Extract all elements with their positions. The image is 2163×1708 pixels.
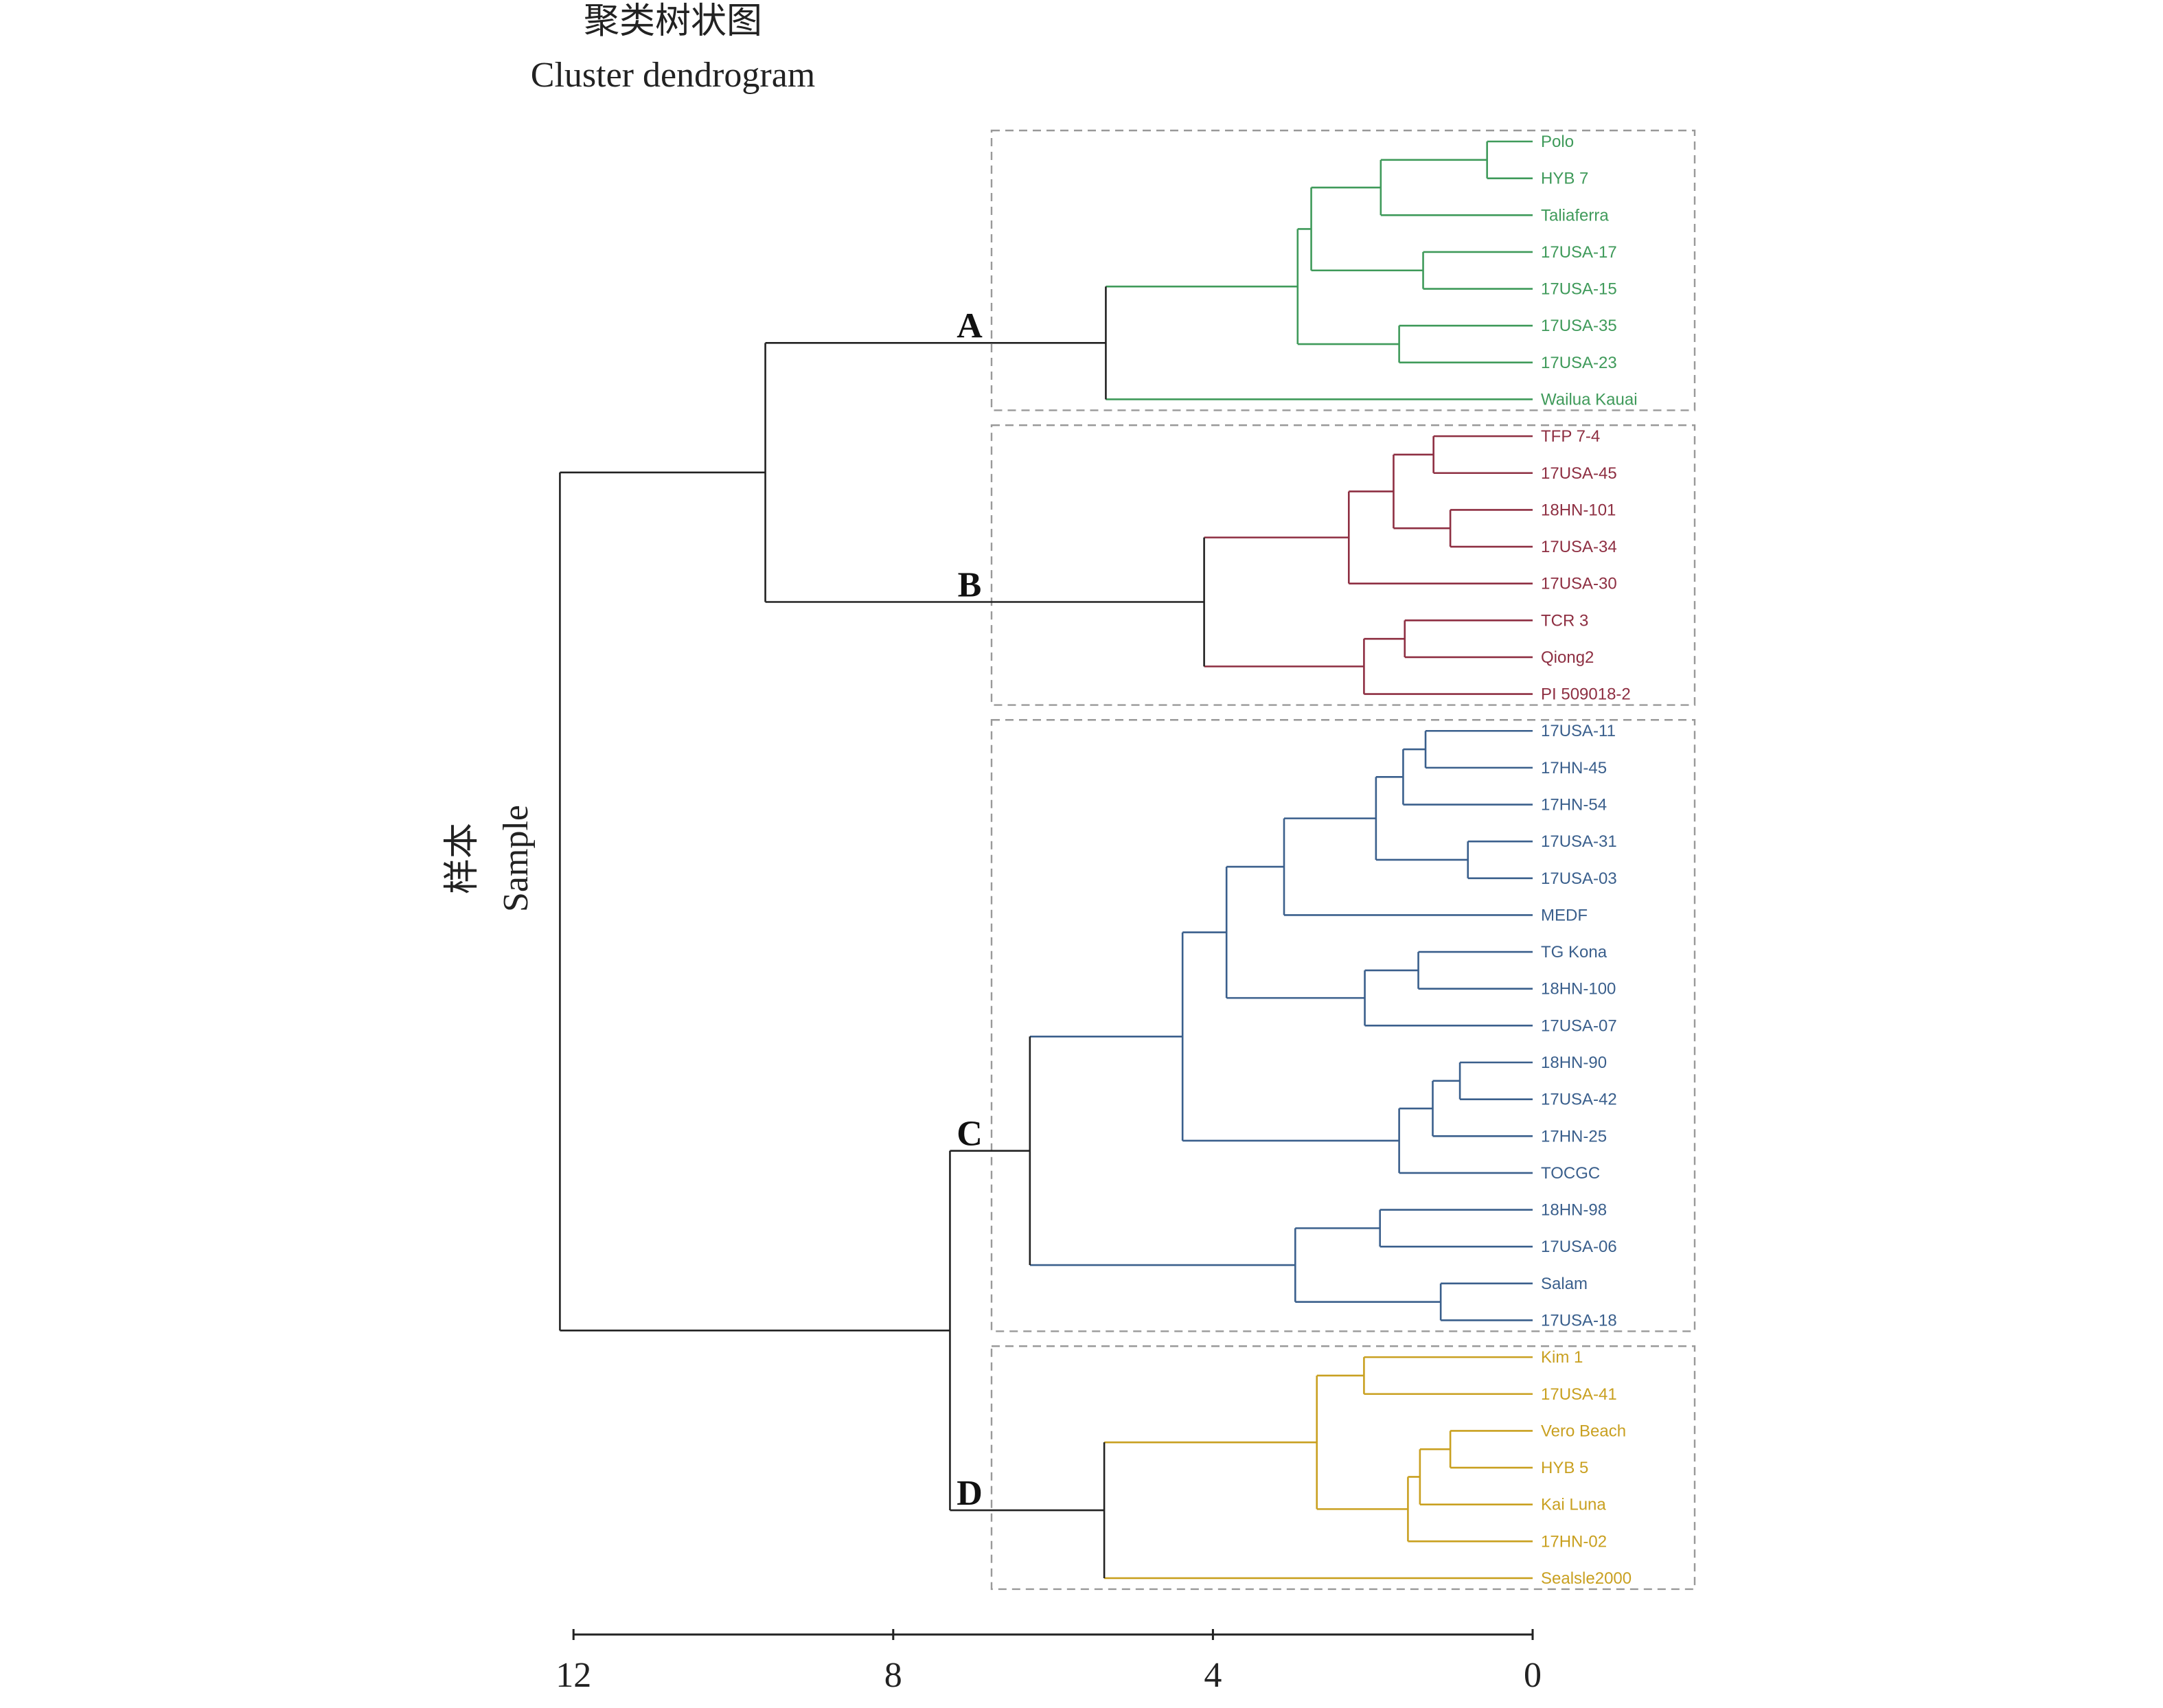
leaf-label: 17HN-45: [1541, 759, 1607, 777]
y-axis-label-zh: 样本: [443, 823, 482, 894]
leaf-label: Sealsle2000: [1541, 1569, 1632, 1588]
leaf-label: 18HN-101: [1541, 501, 1616, 519]
cluster-label-b: B: [958, 566, 982, 605]
leaf-label: 17USA-34: [1541, 538, 1617, 556]
leaf-label: 17USA-45: [1541, 464, 1617, 483]
leaf-label: 17USA-03: [1541, 869, 1617, 888]
leaf-label: Polo: [1541, 133, 1574, 151]
leaf-label: Salam: [1541, 1275, 1588, 1293]
leaf-label: 17USA-11: [1541, 722, 1616, 740]
leaf-label: MEDF: [1541, 906, 1588, 924]
leaf-label: Wailua Kauai: [1541, 390, 1638, 409]
leaf-label: 18HN-90: [1541, 1054, 1607, 1072]
chart-title: Cluster dendrogram: [531, 56, 815, 95]
leaf-label: 18HN-100: [1541, 980, 1616, 999]
cluster-label-c: C: [957, 1115, 983, 1154]
y-axis-label: Sample: [496, 805, 536, 912]
leaf-label: 17USA-31: [1541, 832, 1617, 851]
leaf-label: 17USA-18: [1541, 1311, 1617, 1330]
leaf-label: 17HN-54: [1541, 796, 1607, 815]
leaf-label: TG Kona: [1541, 943, 1607, 961]
cluster-label-a: A: [957, 306, 983, 345]
x-tick-label: 0: [1524, 1656, 1542, 1695]
leaf-label: 17USA-06: [1541, 1238, 1617, 1256]
leaf-label: 17USA-07: [1541, 1016, 1617, 1035]
leaf-label: 18HN-98: [1541, 1201, 1607, 1220]
leaf-label: 17USA-30: [1541, 575, 1617, 593]
leaf-label: 17USA-41: [1541, 1385, 1617, 1404]
leaf-label: 17USA-17: [1541, 243, 1617, 262]
leaf-label: HYB 7: [1541, 170, 1588, 188]
x-tick-label: 8: [884, 1656, 902, 1695]
leaf-label: Taliaferra: [1541, 206, 1609, 225]
leaf-label: TOCGC: [1541, 1164, 1600, 1183]
leaf-label: 17HN-02: [1541, 1532, 1607, 1551]
leaf-label: 17USA-42: [1541, 1091, 1617, 1109]
leaf-label: PI 509018-2: [1541, 685, 1631, 704]
x-tick-label: 12: [556, 1656, 591, 1695]
leaf-label: Kai Luna: [1541, 1496, 1606, 1514]
leaf-label: TCR 3: [1541, 611, 1588, 630]
leaf-label: Kim 1: [1541, 1348, 1583, 1367]
leaf-label: HYB 5: [1541, 1459, 1588, 1477]
cluster-box-c: [990, 719, 1696, 1332]
leaf-label: 17USA-23: [1541, 354, 1617, 372]
x-tick-label: 4: [1204, 1656, 1222, 1695]
x-axis: 12 8 4 0: [556, 1629, 1542, 1695]
cluster-label-d: D: [957, 1474, 983, 1513]
leaf-label: 17USA-35: [1541, 317, 1617, 335]
leaf-label: 17HN-25: [1541, 1127, 1607, 1146]
chart-title-zh: 聚类树状图: [584, 2, 762, 41]
leaf-label: TFP 7-4: [1541, 427, 1600, 446]
cluster-box-b: [990, 424, 1696, 706]
leaf-label: Vero Beach: [1541, 1422, 1626, 1440]
leaf-label: 17USA-15: [1541, 280, 1617, 299]
leaf-label: Qiong2: [1541, 648, 1594, 667]
cluster-box-d: [990, 1345, 1696, 1591]
cluster-box-a: [990, 129, 1696, 411]
